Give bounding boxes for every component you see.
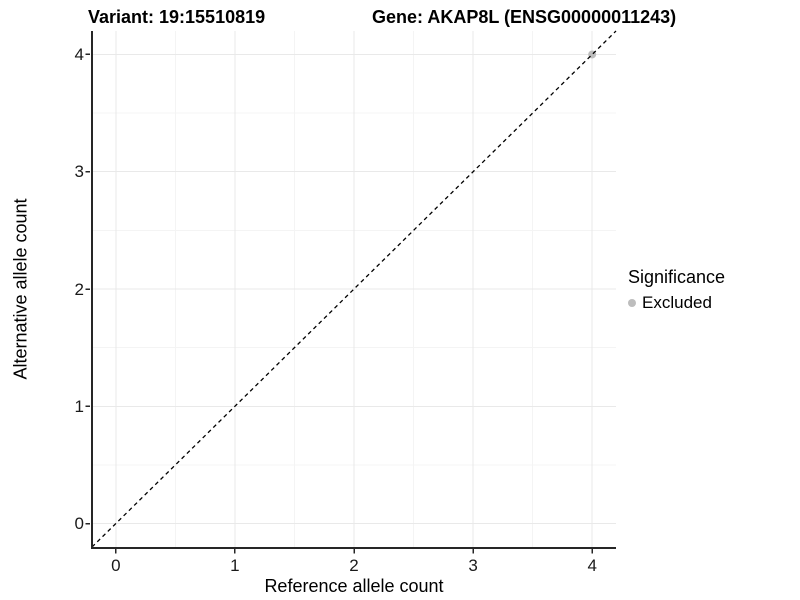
- plot-title-gene: Gene: AKAP8L (ENSG00000011243): [372, 7, 677, 27]
- legend-dot-icon: [628, 299, 636, 307]
- y-axis-title: Alternative allele count: [10, 198, 31, 380]
- y-tick-label-2: 2: [74, 279, 84, 299]
- x-tick-label-4: 4: [587, 556, 597, 575]
- y-tick-label-1: 1: [74, 396, 84, 416]
- legend-entry-excluded: Excluded: [628, 293, 725, 313]
- y-tick-label-4: 4: [74, 44, 84, 64]
- legend-title: Significance: [628, 267, 726, 287]
- y-tick-label-3: 3: [74, 162, 84, 182]
- plot-title-variant: Variant: 19:15510819: [88, 7, 266, 27]
- x-tick-label-1: 1: [230, 556, 240, 575]
- x-tick-label-0: 0: [111, 556, 121, 575]
- legend: Significance Excluded: [628, 267, 725, 313]
- y-tick-label-0: 0: [74, 514, 84, 534]
- x-tick-label-2: 2: [349, 556, 359, 575]
- x-axis-title: Reference allele count: [264, 576, 444, 596]
- legend-entry-label: Excluded: [642, 293, 712, 312]
- x-tick-label-3: 3: [468, 556, 478, 575]
